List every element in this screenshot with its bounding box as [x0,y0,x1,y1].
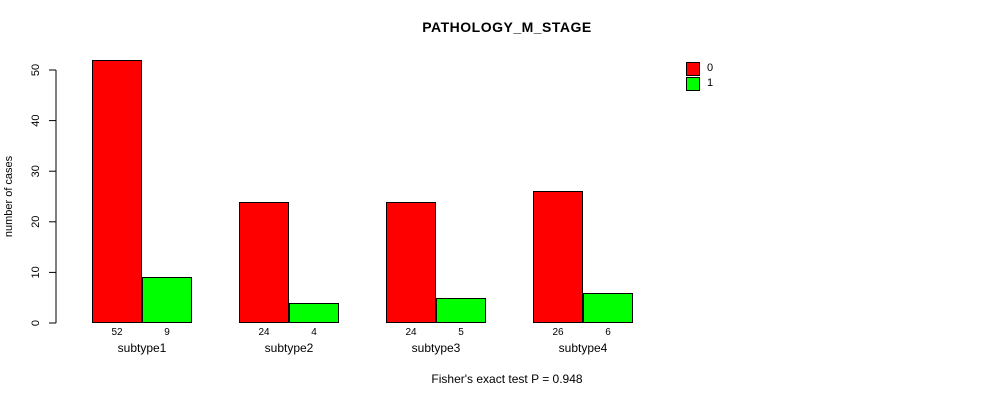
bar-subtype4-series1 [583,293,633,323]
bar-subtype1-series0 [92,60,142,323]
legend-label: 1 [707,77,714,89]
y-axis-tick-label: 30 [30,165,42,177]
bar-subtype3-series1 [436,298,486,323]
annotation-text: Fisher's exact test P = 0.948 [431,372,583,386]
bar-subtype2-series0 [239,202,289,323]
bar-value-label: 4 [311,327,317,338]
bar-value-label: 5 [458,327,464,338]
y-axis-label: number of cases [3,155,15,237]
bar-subtype2-series1 [289,303,339,323]
bar-subtype3-series0 [386,202,436,323]
y-axis-tick-label: 10 [30,266,42,278]
bar-value-label: 24 [405,327,417,338]
legend-swatch [686,76,700,91]
bar-value-label: 24 [258,327,270,338]
legend-item-1: 1 [686,76,713,91]
y-axis-tick-label: 0 [30,320,42,326]
bar-value-label: 52 [111,327,123,338]
y-axis-tick-label: 20 [30,216,42,228]
category-label-subtype2: subtype2 [264,341,314,355]
chart-title: PATHOLOGY_M_STAGE [422,19,592,35]
category-label-subtype3: subtype3 [411,341,461,355]
y-axis-tick-label: 50 [30,64,42,76]
category-label-subtype4: subtype4 [558,341,608,355]
bar-value-label: 6 [605,327,611,338]
legend-swatch [686,61,700,76]
legend-label: 0 [707,62,714,74]
bar-value-label: 26 [552,327,564,338]
y-axis-tick-label: 40 [30,114,42,126]
category-label-subtype1: subtype1 [117,341,167,355]
bar-subtype1-series1 [142,277,192,323]
legend-item-0: 0 [686,61,713,76]
bar-subtype4-series0 [533,191,583,323]
bar-value-label: 9 [164,327,170,338]
